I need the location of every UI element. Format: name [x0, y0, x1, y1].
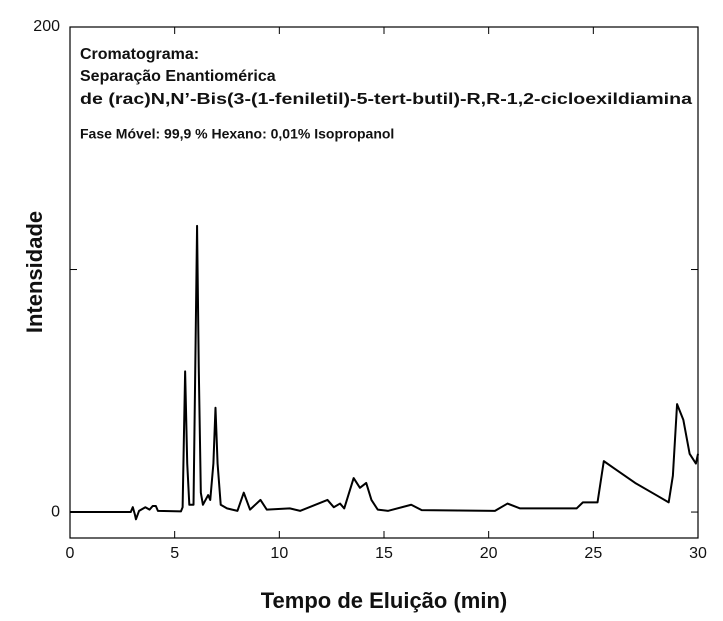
annotation: Cromatograma: — [80, 46, 199, 63]
annotation: de (rac)N,N’-Bis(3-(1-feniletil)-5-tert-… — [80, 91, 692, 108]
x-tick-label: 30 — [689, 545, 707, 562]
x-tick-label: 10 — [270, 545, 288, 562]
x-tick-label: 0 — [66, 545, 75, 562]
x-tick-label: 25 — [584, 545, 602, 562]
chromatogram-line — [70, 224, 699, 521]
annotation: Fase Móvel: 99,9 % Hexano: 0,01% Isoprop… — [80, 126, 394, 142]
annotation: Separação Enantiomérica — [80, 68, 276, 85]
y-tick-label: 200 — [33, 18, 60, 35]
y-axis-label: Intensidade — [22, 211, 47, 333]
x-tick-label: 20 — [480, 545, 498, 562]
x-tick-label: 15 — [375, 545, 393, 562]
x-axis-label: Tempo de Eluição (min) — [261, 588, 508, 613]
x-tick-label: 5 — [170, 545, 179, 562]
y-tick-label: 0 — [51, 503, 60, 520]
